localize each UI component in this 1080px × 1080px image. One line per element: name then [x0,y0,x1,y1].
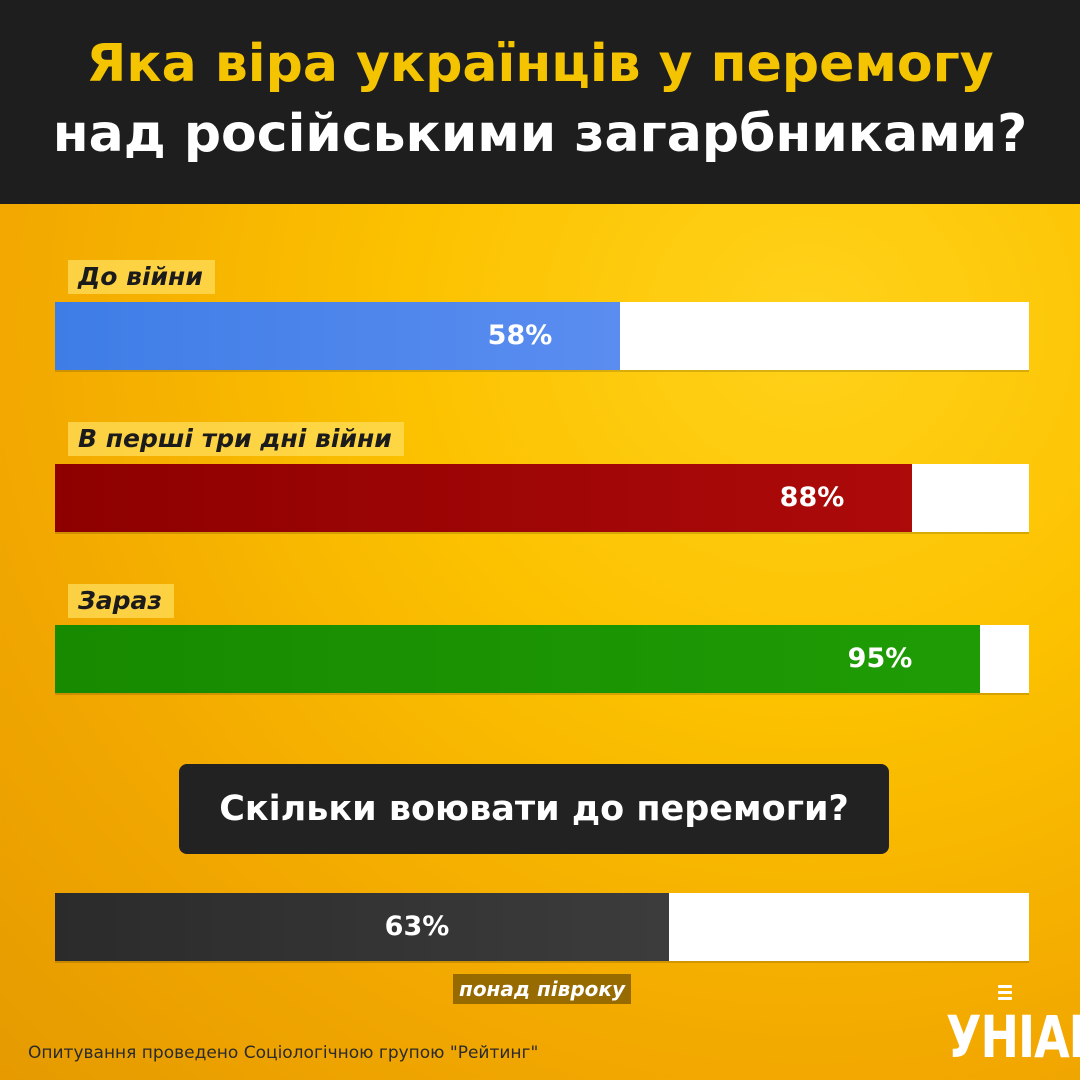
bar-fill-before-war [55,302,620,370]
title-line-2: над російськими загарбниками? [52,104,1028,164]
bar-fill-now [55,625,980,693]
source-note: Опитування проведено Соціологічною групо… [28,1043,539,1063]
question-box: Скільки воювати до перемоги? [179,764,889,854]
unian-logo: УНІАН [946,985,1080,1071]
bar-value-now: 95% [847,643,913,674]
bar-label-first-three-days: В перші три дні війни [68,422,404,456]
bar-value-how-long: 63% [384,911,450,942]
microphone-icon [998,985,1012,1005]
bar-label-before-war: До війни [68,260,215,294]
bar-label-now: Зараз [68,584,174,618]
header: Яка віра українців у перемогу над російс… [0,0,1080,204]
bar-fill-first-three-days [55,464,912,532]
bar-track-how-long: 63% [55,893,1029,961]
bar-fill-how-long [55,893,669,961]
bar-value-before-war: 58% [487,320,553,351]
duration-note: понад півроку [453,974,631,1004]
logo-text: УНІАН [946,1003,1080,1071]
bar-track-first-three-days: 88% [55,464,1029,532]
bar-track-now: 95% [55,625,1029,693]
bar-value-first-three-days: 88% [779,482,845,513]
bar-track-before-war: 58% [55,302,1029,370]
title-line-1: Яка віра українців у перемогу [86,34,994,94]
